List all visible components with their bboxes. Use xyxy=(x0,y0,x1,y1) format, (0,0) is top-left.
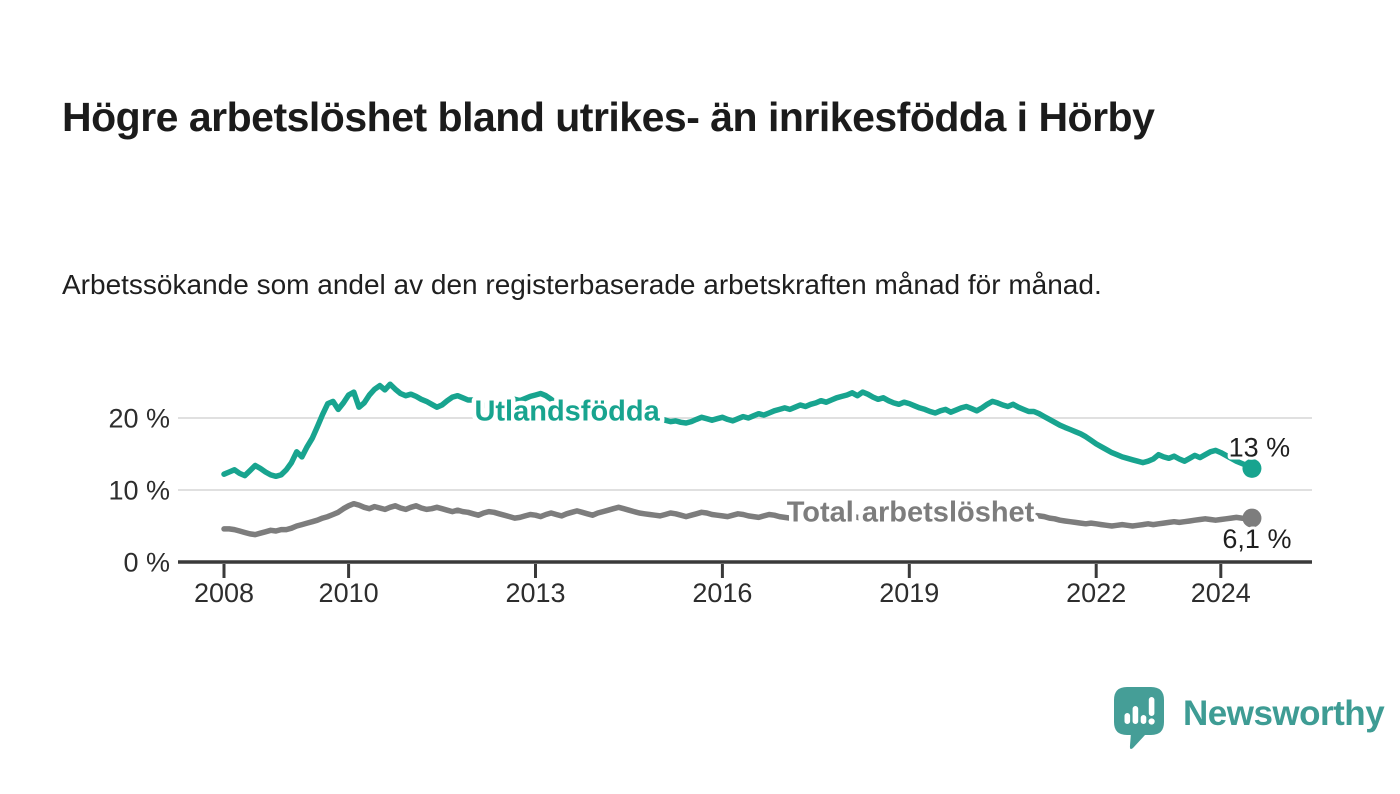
series-inline-label: Utlandsfödda xyxy=(474,396,660,428)
bar-tall xyxy=(1132,706,1139,724)
speech-bubble-shape xyxy=(1114,687,1164,750)
end-value-label: 6,1 % xyxy=(1222,524,1291,554)
newsworthy-wordmark: Newsworthy xyxy=(1183,693,1385,733)
x-tick-label: 2019 xyxy=(879,578,939,608)
y-tick-label: 20 % xyxy=(108,404,170,434)
chart-subtitle: Arbetssökande som andel av den registerb… xyxy=(62,269,1102,300)
line-chart: 0 % 10 % 20 % 2008 2010 2013 2016 2019 2022 2024 U… xyxy=(108,381,1312,608)
x-tick-label: 2013 xyxy=(505,578,565,608)
x-tick-label: 2016 xyxy=(692,578,752,608)
exclamation-bar xyxy=(1148,697,1155,716)
exclamation-dot xyxy=(1148,718,1155,725)
end-value-label: 13 % xyxy=(1229,433,1291,463)
x-tick-label: 2010 xyxy=(319,578,379,608)
x-tick-label: 2022 xyxy=(1066,578,1126,608)
x-tick-label: 2024 xyxy=(1191,578,1251,608)
bar-medium xyxy=(1140,715,1147,724)
newsworthy-icon xyxy=(1114,687,1164,750)
series-end-dot-utlandsf-dda xyxy=(1242,458,1262,478)
bar-small xyxy=(1124,713,1131,724)
y-tick-label: 10 % xyxy=(108,476,170,506)
series-inline-label: Total arbetslöshet xyxy=(787,496,1035,528)
chart-title: Högre arbetslöshet bland utrikes- än inr… xyxy=(62,94,1155,141)
y-tick-label: 0 % xyxy=(123,548,170,578)
series-end-dot-total-arbetsl-shet xyxy=(1242,508,1262,528)
x-tick-label: 2008 xyxy=(194,578,254,608)
newsworthy-logo: Newsworthy xyxy=(1113,686,1385,752)
series-line-total-arbetsl-shet xyxy=(221,500,1255,538)
series-line-utlandsf-dda xyxy=(221,381,1255,480)
